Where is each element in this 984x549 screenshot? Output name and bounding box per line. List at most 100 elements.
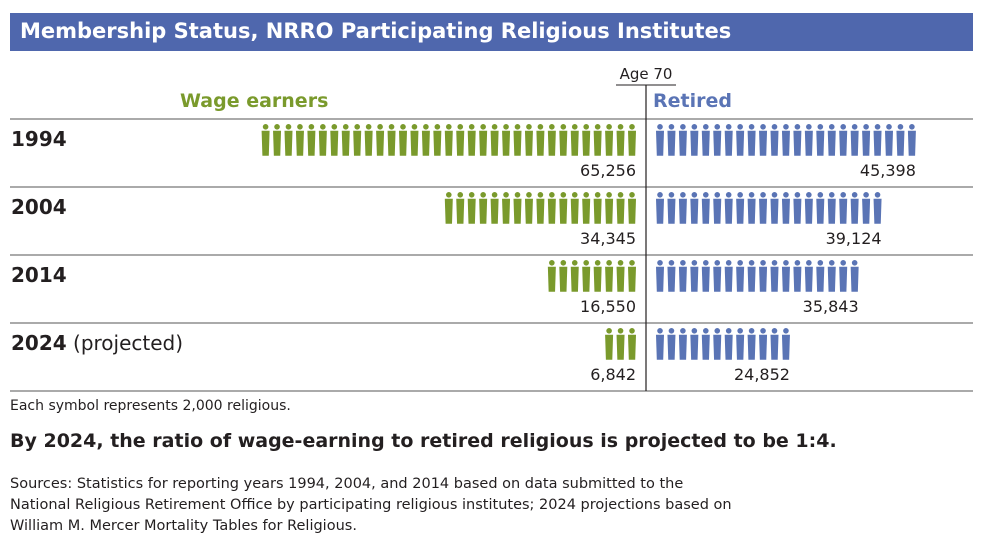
row-year: 2014 bbox=[11, 263, 67, 287]
person-icon bbox=[514, 124, 521, 130]
person-icon bbox=[490, 198, 499, 224]
person-icon bbox=[628, 130, 636, 156]
person-icon bbox=[667, 334, 676, 360]
person-icon bbox=[656, 198, 664, 224]
person-icon bbox=[365, 124, 372, 130]
person-icon bbox=[713, 198, 722, 224]
person-icon bbox=[725, 192, 732, 198]
retired-value-label: 45,398 bbox=[860, 161, 916, 180]
person-icon bbox=[456, 130, 465, 156]
person-icon bbox=[759, 334, 768, 360]
person-icon bbox=[806, 124, 812, 130]
person-icon bbox=[491, 124, 498, 130]
person-icon bbox=[547, 198, 556, 224]
person-icon bbox=[537, 192, 544, 198]
wage-value-label: 16,550 bbox=[580, 297, 636, 316]
person-icon bbox=[863, 192, 869, 198]
person-icon bbox=[724, 334, 733, 360]
person-icon bbox=[559, 266, 568, 292]
person-icon bbox=[514, 192, 521, 198]
person-icon bbox=[583, 260, 589, 266]
person-icon bbox=[828, 260, 835, 266]
person-icon bbox=[896, 130, 905, 156]
person-icon bbox=[668, 260, 675, 266]
person-icon bbox=[411, 124, 418, 130]
person-icon bbox=[839, 130, 848, 156]
person-icon bbox=[736, 198, 745, 224]
person-icon bbox=[909, 124, 915, 130]
retired-value-label: 24,852 bbox=[734, 365, 790, 384]
person-icon bbox=[559, 130, 568, 156]
headline: By 2024, the ratio of wage-earning to re… bbox=[10, 430, 837, 452]
person-icon bbox=[827, 198, 836, 224]
person-icon bbox=[571, 192, 578, 198]
age-divider-label: Age 70 bbox=[620, 65, 673, 83]
person-icon bbox=[549, 124, 555, 130]
person-icon bbox=[617, 192, 624, 198]
person-icon bbox=[376, 130, 385, 156]
person-icon bbox=[606, 124, 612, 130]
person-icon bbox=[560, 124, 567, 130]
person-icon bbox=[840, 260, 846, 266]
person-icon bbox=[456, 198, 465, 224]
person-icon bbox=[703, 328, 709, 334]
person-icon bbox=[783, 124, 789, 130]
person-icon bbox=[747, 130, 756, 156]
person-icon bbox=[760, 192, 766, 198]
title-bar: Membership Status, NRRO Participating Re… bbox=[10, 13, 973, 51]
person-icon bbox=[628, 334, 636, 360]
person-icon bbox=[593, 198, 602, 224]
person-icon bbox=[667, 198, 676, 224]
person-icon bbox=[605, 266, 614, 292]
person-icon bbox=[678, 198, 687, 224]
person-icon bbox=[804, 266, 813, 292]
person-icon bbox=[668, 328, 675, 334]
person-icon bbox=[616, 266, 625, 292]
person-icon bbox=[714, 328, 721, 334]
person-icon bbox=[817, 192, 824, 198]
person-icon bbox=[816, 130, 825, 156]
person-icon bbox=[387, 130, 396, 156]
person-icon bbox=[605, 198, 614, 224]
person-icon bbox=[513, 198, 522, 224]
person-icon bbox=[885, 130, 893, 156]
person-icon bbox=[817, 260, 824, 266]
person-icon bbox=[783, 192, 789, 198]
person-icon bbox=[628, 266, 636, 292]
person-icon bbox=[691, 124, 698, 130]
person-icon bbox=[886, 124, 892, 130]
person-icon bbox=[851, 260, 858, 266]
person-icon bbox=[667, 130, 676, 156]
person-icon bbox=[770, 198, 779, 224]
person-icon bbox=[691, 260, 698, 266]
person-icon bbox=[713, 266, 722, 292]
person-icon bbox=[840, 124, 846, 130]
wage-value-label: 34,345 bbox=[580, 229, 636, 248]
person-icon bbox=[701, 334, 710, 360]
person-icon bbox=[657, 124, 663, 130]
person-icon bbox=[771, 124, 778, 130]
person-icon bbox=[690, 198, 699, 224]
person-icon bbox=[570, 266, 579, 292]
person-icon bbox=[582, 130, 591, 156]
person-icon bbox=[583, 192, 589, 198]
row-year: 1994 bbox=[11, 127, 67, 151]
person-icon bbox=[897, 124, 904, 130]
person-icon bbox=[388, 124, 395, 130]
chart-title: Membership Status, NRRO Participating Re… bbox=[20, 19, 732, 43]
person-icon bbox=[760, 328, 766, 334]
person-icon bbox=[862, 198, 871, 224]
person-icon bbox=[617, 328, 624, 334]
person-icon bbox=[759, 266, 768, 292]
person-icon bbox=[331, 124, 338, 130]
retired-value-label: 39,124 bbox=[826, 229, 882, 248]
person-icon bbox=[593, 266, 602, 292]
person-icon bbox=[261, 130, 270, 156]
person-icon bbox=[737, 328, 743, 334]
person-icon bbox=[560, 192, 567, 198]
person-icon bbox=[714, 260, 721, 266]
person-icon bbox=[840, 192, 846, 198]
person-icon bbox=[793, 198, 802, 224]
person-icon bbox=[771, 328, 778, 334]
person-icon bbox=[690, 266, 699, 292]
